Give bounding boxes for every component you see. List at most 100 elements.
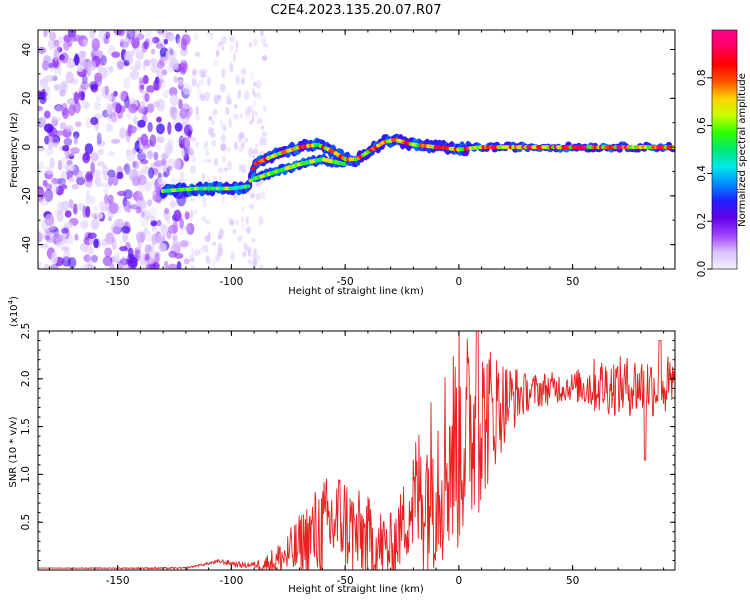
noise-blob <box>42 75 47 86</box>
noise-blob <box>68 104 76 116</box>
noise-blob <box>43 53 50 64</box>
noise-blob <box>82 153 91 164</box>
noise-blob <box>241 206 245 213</box>
noise-blob <box>156 219 162 227</box>
noise-blob <box>73 203 78 215</box>
noise-blob <box>108 202 119 214</box>
noise-blob <box>168 87 178 97</box>
noise-blob <box>84 143 94 155</box>
noise-blob <box>258 180 262 187</box>
noise-blob <box>248 258 252 265</box>
noise-blob <box>76 64 84 73</box>
noise-blob <box>66 60 76 69</box>
noise-blob <box>48 31 57 41</box>
noise-blob <box>52 136 59 148</box>
noise-blob <box>228 123 233 128</box>
noise-blob <box>60 81 67 91</box>
noise-blob <box>258 215 264 226</box>
noise-blob <box>148 167 155 179</box>
noise-blob <box>67 30 77 38</box>
noise-blob <box>164 207 170 215</box>
noise-blob <box>261 55 268 61</box>
noise-blob <box>174 122 183 132</box>
noise-blob <box>45 234 51 241</box>
noise-blob <box>54 105 64 113</box>
noise-blob <box>258 264 265 269</box>
noise-blob <box>39 199 50 206</box>
spectrogram-marks <box>38 30 675 269</box>
noise-blob <box>166 158 177 169</box>
noise-blob <box>220 143 227 152</box>
noise-blob <box>261 137 267 147</box>
noise-blob <box>227 217 232 223</box>
noise-blob <box>192 68 197 77</box>
noise-blob <box>176 261 182 269</box>
noise-blob <box>52 43 61 53</box>
noise-blob <box>140 84 145 90</box>
noise-blob <box>252 154 255 159</box>
spectrogram-panel: -150 -100 -50 0 50 -40 -20 0 20 40 Height of str… <box>9 29 676 297</box>
noise-blob <box>72 34 82 42</box>
noise-blob <box>169 94 179 106</box>
noise-blob <box>194 249 200 257</box>
noise-blob <box>201 196 207 204</box>
noise-blob <box>116 190 127 197</box>
noise-blob <box>140 211 145 218</box>
noise-blob <box>212 258 216 267</box>
noise-blob <box>137 152 147 162</box>
noise-blob <box>142 143 151 149</box>
noise-blob <box>85 205 91 218</box>
noise-blob <box>157 135 165 144</box>
noise-blob <box>44 91 52 101</box>
noise-blob <box>104 247 112 258</box>
noise-blob <box>180 38 187 51</box>
noise-blob <box>151 48 155 55</box>
noise-blob <box>255 80 262 90</box>
noise-blob <box>238 132 245 139</box>
noise-blob <box>138 80 145 94</box>
noise-blob <box>152 188 162 201</box>
noise-blob <box>163 38 168 45</box>
noise-blob <box>65 71 74 84</box>
noise-blob <box>255 111 258 117</box>
noise-blob <box>71 183 79 190</box>
noise-blob <box>86 60 96 71</box>
noise-blob <box>97 161 105 167</box>
noise-blob <box>143 40 150 50</box>
noise-blob <box>218 40 224 47</box>
noise-blob <box>178 62 186 70</box>
noise-blob <box>145 264 154 269</box>
noise-blob <box>57 177 67 186</box>
noise-blob <box>172 234 178 242</box>
noise-blob <box>107 94 113 102</box>
noise-blob <box>54 104 64 112</box>
noise-blob <box>158 76 166 90</box>
noise-blob <box>237 89 242 99</box>
noise-blob <box>191 77 198 87</box>
noise-blob <box>171 240 177 251</box>
noise-blob <box>62 145 70 152</box>
noise-blob <box>178 227 185 236</box>
noise-blob <box>122 233 129 243</box>
noise-blob <box>184 136 190 150</box>
noise-blob <box>201 159 207 164</box>
noise-blob <box>56 210 64 222</box>
noise-blob <box>242 251 247 258</box>
noise-blob <box>261 131 265 139</box>
noise-blob <box>150 220 158 227</box>
noise-blob <box>168 250 177 258</box>
noise-blob <box>111 138 121 144</box>
noise-blob <box>248 41 253 48</box>
noise-blob <box>52 75 58 82</box>
noise-blob <box>155 78 164 84</box>
noise-blob <box>76 176 86 186</box>
noise-blob <box>132 161 137 168</box>
noise-blob <box>260 37 266 44</box>
noise-blob <box>90 152 99 162</box>
noise-blob <box>179 108 188 120</box>
noise-blob <box>208 116 213 121</box>
noise-blob <box>211 119 215 125</box>
noise-blob <box>43 263 51 269</box>
noise-blob <box>131 104 137 111</box>
noise-blob <box>240 67 247 74</box>
